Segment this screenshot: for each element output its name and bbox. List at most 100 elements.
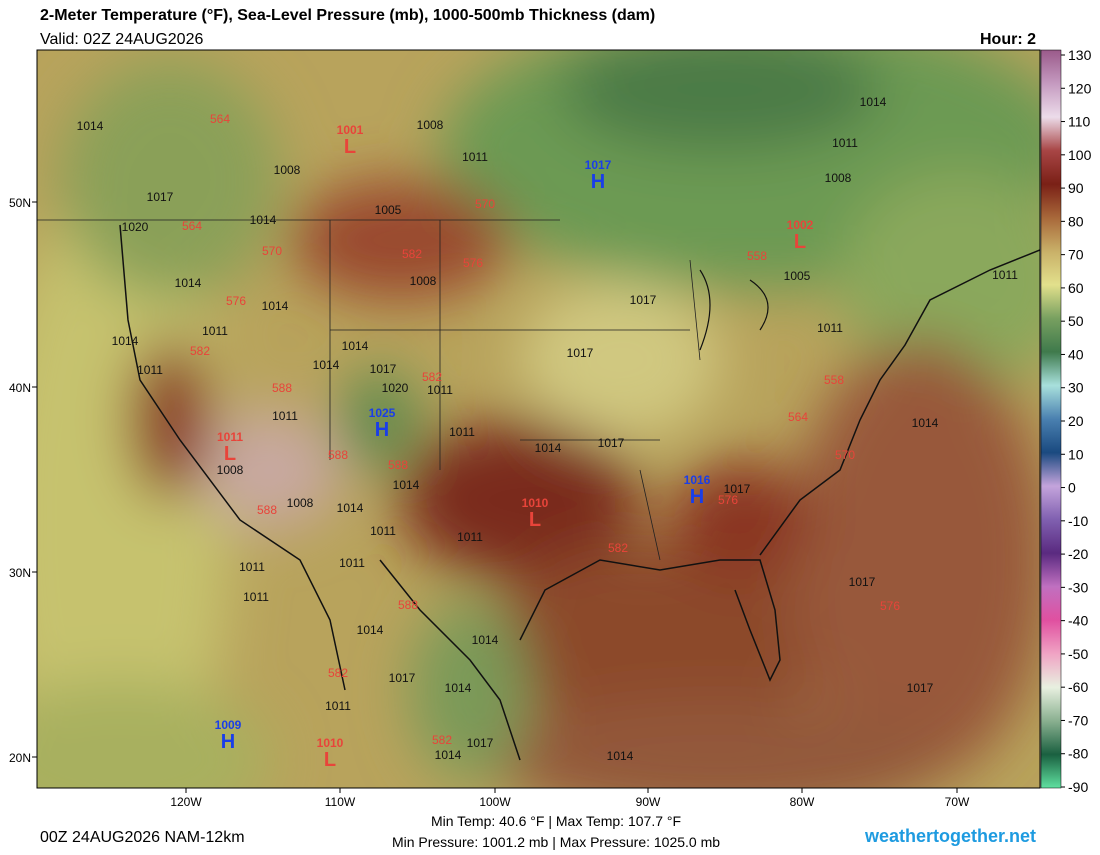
thickness-label: 570 bbox=[835, 448, 855, 462]
thickness-label: 576 bbox=[226, 294, 246, 308]
isobar-label: 1011 bbox=[202, 324, 228, 338]
isobar-label: 1011 bbox=[832, 136, 858, 150]
forecast-hour: Hour: 2 bbox=[980, 31, 1036, 48]
map-frame bbox=[36, 49, 1041, 789]
isobar-label: 1011 bbox=[272, 409, 298, 423]
isobar-label: 1017 bbox=[907, 681, 934, 695]
pressure-stats: Min Pressure: 1001.2 mb | Max Pressure: … bbox=[392, 834, 720, 850]
thickness-label: 564 bbox=[182, 219, 202, 233]
isobar-label: 1014 bbox=[445, 681, 472, 695]
colorbar-label: 20 bbox=[1068, 413, 1084, 429]
isobar-label: 1020 bbox=[382, 381, 409, 395]
isobar-label: 1014 bbox=[912, 416, 939, 430]
isobar-label: 1008 bbox=[417, 118, 444, 132]
isobar-label: 1011 bbox=[457, 530, 483, 544]
colorbar-label: -90 bbox=[1068, 779, 1088, 795]
isobar-label: 1011 bbox=[462, 150, 488, 164]
center-letter: H bbox=[375, 419, 389, 441]
colorbar-label: 60 bbox=[1068, 280, 1084, 296]
isobar-label: 1008 bbox=[410, 274, 437, 288]
isobar-label: 1008 bbox=[217, 463, 244, 477]
temp-stats: Min Temp: 40.6 °F | Max Temp: 107.7 °F bbox=[431, 813, 681, 829]
isobar-label: 1014 bbox=[393, 478, 420, 492]
colorbar-label: 120 bbox=[1068, 80, 1092, 96]
thickness-label: 558 bbox=[747, 249, 767, 263]
isobar-label: 1017 bbox=[370, 362, 397, 376]
site: weathertogether.net bbox=[864, 826, 1036, 846]
isobar-label: 1008 bbox=[287, 496, 314, 510]
thickness-label: 582 bbox=[432, 733, 452, 747]
colorbar-label: -60 bbox=[1068, 679, 1088, 695]
center-value: 1009 bbox=[215, 718, 242, 732]
lon-label: 100W bbox=[479, 795, 511, 809]
colorbar-label: 50 bbox=[1068, 313, 1084, 329]
isobar-label: 1017 bbox=[598, 436, 625, 450]
thickness-label: 558 bbox=[824, 373, 844, 387]
colorbar-label: 90 bbox=[1068, 180, 1084, 196]
colorbar-label: 40 bbox=[1068, 346, 1084, 362]
isobar-label: 1011 bbox=[817, 321, 843, 335]
center-value: 1001 bbox=[337, 123, 364, 137]
thickness-label: 570 bbox=[475, 197, 495, 211]
isobar-label: 1014 bbox=[435, 748, 462, 762]
lon-label: 120W bbox=[170, 795, 202, 809]
thickness-label: 582 bbox=[608, 541, 628, 555]
isobar-label: 1008 bbox=[274, 163, 301, 177]
center-value: 1002 bbox=[787, 218, 814, 232]
thickness-label: 564 bbox=[210, 112, 230, 126]
center-value: 1016 bbox=[684, 473, 711, 487]
thickness-label: 576 bbox=[463, 256, 483, 270]
lat-label: 50N bbox=[9, 196, 31, 210]
coastline bbox=[119, 224, 1040, 761]
isobar-label: 1008 bbox=[825, 171, 852, 185]
isobar-label: 1005 bbox=[375, 203, 402, 217]
thickness-label: 582 bbox=[402, 247, 422, 261]
isobar-label: 1011 bbox=[239, 560, 265, 574]
isobar-label: 1011 bbox=[339, 556, 365, 570]
center-letter: L bbox=[794, 231, 806, 253]
lakes bbox=[699, 269, 769, 351]
isobar-label: 1020 bbox=[122, 220, 149, 234]
thickness-label: 588 bbox=[272, 381, 292, 395]
thickness-label: 576 bbox=[718, 493, 738, 507]
colorbar-label: 70 bbox=[1068, 247, 1084, 263]
lon-label: 90W bbox=[636, 795, 661, 809]
thickness-label: 588 bbox=[257, 503, 277, 517]
lat-label: 20N bbox=[9, 751, 31, 765]
center-value: 1010 bbox=[522, 496, 549, 510]
colorbar-label: -50 bbox=[1068, 646, 1088, 662]
title: 2-Meter Temperature (°F), Sea-Level Pres… bbox=[40, 7, 655, 24]
isobar-label: 1014 bbox=[250, 213, 277, 227]
thickness-label: 582 bbox=[422, 370, 442, 384]
thickness-label: 588 bbox=[388, 458, 408, 472]
model-run: 00Z 24AUG2026 NAM-12km bbox=[40, 829, 245, 846]
colorbar-label: 100 bbox=[1068, 147, 1092, 163]
center-letter: H bbox=[690, 486, 704, 508]
center-letter: L bbox=[324, 749, 336, 771]
colorbar-label: -80 bbox=[1068, 746, 1088, 762]
colorbar-label: 30 bbox=[1068, 380, 1084, 396]
isobar-label: 1014 bbox=[77, 119, 104, 133]
isobar-label: 1014 bbox=[262, 299, 289, 313]
thickness-label: 582 bbox=[190, 344, 210, 358]
colorbar-label: 110 bbox=[1068, 114, 1091, 130]
borders bbox=[37, 219, 701, 561]
isobar-label: 1017 bbox=[567, 346, 594, 360]
isobar-label: 1011 bbox=[325, 699, 351, 713]
center-value: 1025 bbox=[369, 406, 396, 420]
isobar-label: 1014 bbox=[342, 339, 369, 353]
isobar-label: 1014 bbox=[112, 334, 139, 348]
isobar-label: 1011 bbox=[992, 268, 1018, 282]
isobar-label: 1017 bbox=[389, 671, 416, 685]
thickness-label: 582 bbox=[328, 666, 348, 680]
map-field bbox=[37, 50, 1040, 788]
lon-label: 110W bbox=[325, 795, 356, 809]
thickness-label: 570 bbox=[262, 244, 282, 258]
center-letter: H bbox=[591, 171, 605, 193]
thickness-label: 588 bbox=[328, 448, 348, 462]
center-value: 1010 bbox=[317, 736, 344, 750]
thickness-label: 576 bbox=[880, 599, 900, 613]
isobar-label: 1014 bbox=[175, 276, 202, 290]
center-letter: L bbox=[344, 136, 356, 158]
